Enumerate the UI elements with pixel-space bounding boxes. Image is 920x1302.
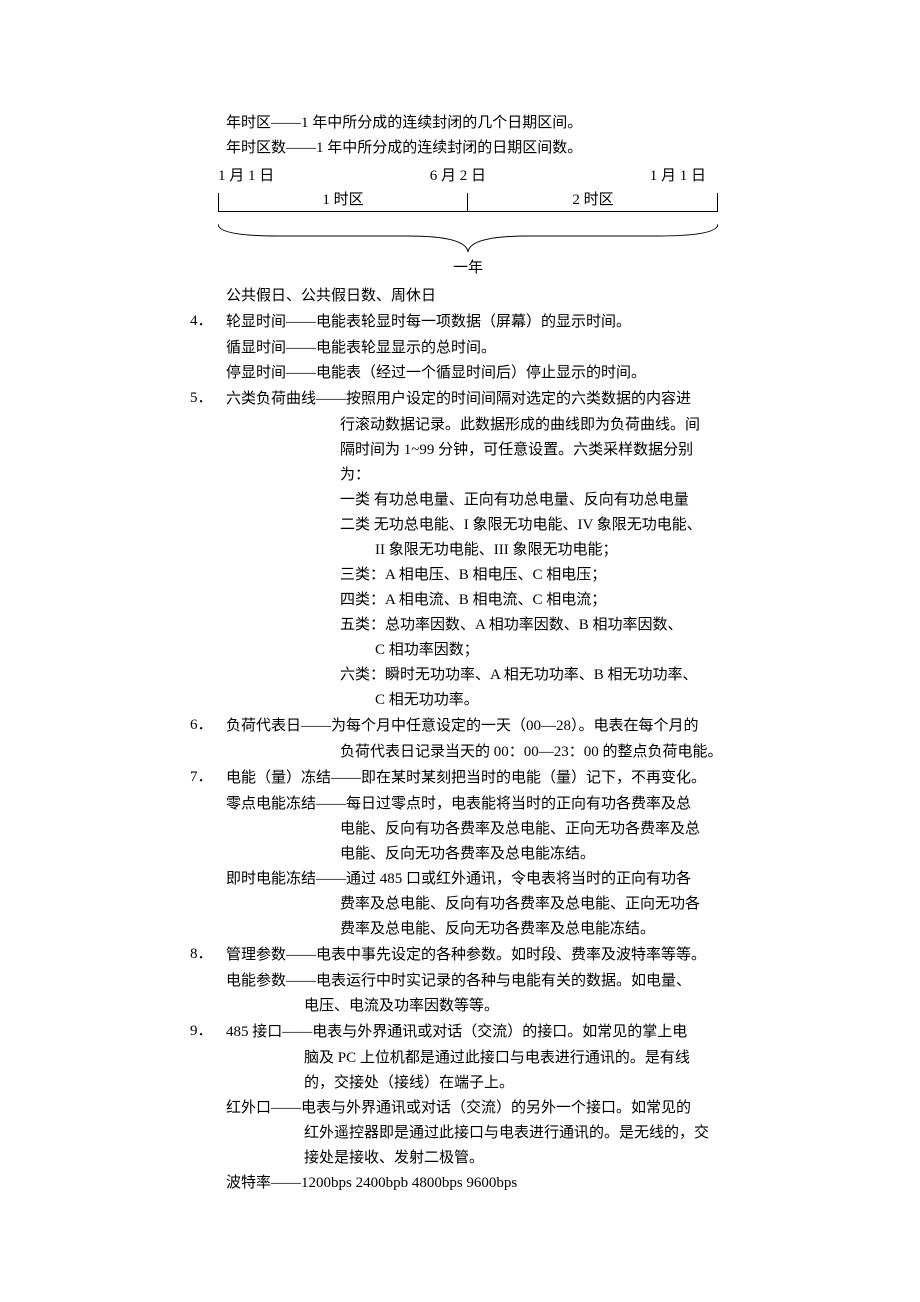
- text-line: 年时区数——1 年中所分成的连续封闭的日期区间数。: [190, 136, 860, 160]
- item-body: 电能（量）冻结——即在某时某刻把当时的电能（量）记下，不再变化。: [226, 765, 860, 791]
- text-line: 的，交接处（接线）在端子上。: [190, 1071, 860, 1095]
- timeline-baseline: [218, 211, 718, 212]
- text-line: 停显时间——电能表（经过一个循显时间后）停止显示的时间。: [190, 361, 860, 385]
- item-body: 管理参数——电表中事先设定的各种参数。如时段、费率及波特率等等。: [226, 942, 860, 968]
- curly-brace-icon: [218, 224, 718, 254]
- text-line: 费率及总电能、反向无功各费率及总电能冻结。: [190, 917, 860, 941]
- item-body: 485 接口——电表与外界通讯或对话（交流）的接口。如常见的掌上电: [226, 1019, 860, 1045]
- item-number: 4．: [190, 309, 226, 333]
- diagram-timeline: 1 时区 2 时区: [218, 188, 718, 222]
- tick: [467, 193, 468, 211]
- list-item-7: 7． 电能（量）冻结——即在某时某刻把当时的电能（量）记下，不再变化。: [190, 765, 860, 791]
- list-item-9: 9． 485 接口——电表与外界通讯或对话（交流）的接口。如常见的掌上电: [190, 1019, 860, 1045]
- item-body: 六类负荷曲线——按照用户设定的时间间隔对选定的六类数据的内容进: [226, 386, 860, 412]
- text-line: 五类：总功率因数、A 相功率因数、B 相功率因数、: [190, 613, 860, 637]
- text-line: 隔时间为 1~99 分钟，可任意设置。六类采样数据分别: [190, 438, 860, 462]
- text-line: 电压、电流及功率因数等等。: [190, 994, 860, 1018]
- text-line: 红外遥控器即是通过此接口与电表进行通讯的。是无线的，交: [190, 1121, 860, 1145]
- text-line: 红外口——电表与外界通讯或对话（交流）的另外一个接口。如常见的: [190, 1096, 860, 1120]
- date-label-mid: 6 月 2 日: [276, 164, 506, 188]
- list-item-8: 8． 管理参数——电表中事先设定的各种参数。如时段、费率及波特率等等。: [190, 942, 860, 968]
- tick: [717, 193, 718, 211]
- text-line: 行滚动数据记录。此数据形成的曲线即为负荷曲线。间: [190, 413, 860, 437]
- text-line: 三类：A 相电压、B 相电压、C 相电压；: [190, 563, 860, 587]
- text-line: 轮显时间——电能表轮显时每一项数据（屏幕）的显示时间。: [226, 310, 860, 334]
- text-line: 循显时间——电能表轮显显示的总时间。: [190, 336, 860, 360]
- text-line: 电能参数——电表运行中时实记录的各种与电能有关的数据。如电量、: [190, 969, 860, 993]
- brace-container: [218, 224, 718, 254]
- text-line: 波特率——1200bps 2400bpb 4800bps 9600bps: [190, 1171, 860, 1195]
- list-item-4: 4． 轮显时间——电能表轮显时每一项数据（屏幕）的显示时间。: [190, 309, 860, 335]
- text-line: 零点电能冻结——每日过零点时，电表能将当时的正向有功各费率及总: [190, 792, 860, 816]
- diagram-dates-row: 1 月 1 日 6 月 2 日 1 月 1 日: [218, 164, 860, 188]
- text-line: 电能、反向无功各费率及总电能冻结。: [190, 842, 860, 866]
- list-item-5: 5． 六类负荷曲线——按照用户设定的时间间隔对选定的六类数据的内容进: [190, 386, 860, 412]
- item-number: 7．: [190, 765, 226, 789]
- item-number: 9．: [190, 1019, 226, 1043]
- item-number: 5．: [190, 386, 226, 410]
- item-body: 轮显时间——电能表轮显时每一项数据（屏幕）的显示时间。: [226, 309, 860, 335]
- date-label-left: 1 月 1 日: [218, 164, 276, 188]
- text-line: 六类：瞬时无功功率、A 相无功功率、B 相无功功率、: [190, 663, 860, 687]
- text-line: C 相无功功率。: [190, 688, 860, 712]
- date-label-right: 1 月 1 日: [506, 164, 706, 188]
- text-line: 六类负荷曲线——按照用户设定的时间间隔对选定的六类数据的内容进: [226, 387, 860, 411]
- text-line: 485 接口——电表与外界通讯或对话（交流）的接口。如常见的掌上电: [226, 1020, 860, 1044]
- text-line: 管理参数——电表中事先设定的各种参数。如时段、费率及波特率等等。: [226, 943, 860, 967]
- item-number: 6．: [190, 713, 226, 737]
- text-line: 四类：A 相电流、B 相电流、C 相电流；: [190, 588, 860, 612]
- item-body: 负荷代表日——为每个月中任意设定的一天（00—28）。电表在每个月的: [226, 713, 860, 739]
- timeline-diagram: 1 月 1 日 6 月 2 日 1 月 1 日 1 时区 2 时区 一年: [218, 164, 860, 280]
- text-line: 二类 无功总电能、I 象限无功电能、IV 象限无功电能、: [190, 513, 860, 537]
- text-line: 电能、反向有功各费率及总电能、正向无功各费率及总: [190, 817, 860, 841]
- tick: [218, 193, 219, 211]
- text-line: C 相功率因数；: [190, 638, 860, 662]
- text-line: 年时区——1 年中所分成的连续封闭的几个日期区间。: [190, 111, 860, 135]
- text-line: 公共假日、公共假日数、周休日: [190, 284, 860, 308]
- text-line: 接处是接收、发射二极管。: [190, 1146, 860, 1170]
- list-item-6: 6． 负荷代表日——为每个月中任意设定的一天（00—28）。电表在每个月的: [190, 713, 860, 739]
- text-line: 电能（量）冻结——即在某时某刻把当时的电能（量）记下，不再变化。: [226, 766, 860, 790]
- year-span-label: 一年: [218, 256, 718, 280]
- document-body: 年时区——1 年中所分成的连续封闭的几个日期区间。 年时区数——1 年中所分成的…: [60, 111, 860, 1195]
- diagram-ticks: [218, 188, 718, 216]
- text-line: 为：: [190, 463, 860, 487]
- text-line: 即时电能冻结——通过 485 口或红外通讯，令电表将当时的正向有功各: [190, 867, 860, 891]
- text-line: II 象限无功电能、III 象限无功电能；: [190, 538, 860, 562]
- text-line: 脑及 PC 上位机都是通过此接口与电表进行通讯的。是有线: [190, 1046, 860, 1070]
- text-line: 费率及总电能、反向有功各费率及总电能、正向无功各: [190, 892, 860, 916]
- text-line: 负荷代表日记录当天的 00：00—23：00 的整点负荷电能。: [190, 740, 860, 764]
- text-line: 一类 有功总电量、正向有功总电量、反向有功总电量: [190, 488, 860, 512]
- text-line: 负荷代表日——为每个月中任意设定的一天（00—28）。电表在每个月的: [226, 714, 860, 738]
- item-number: 8．: [190, 942, 226, 966]
